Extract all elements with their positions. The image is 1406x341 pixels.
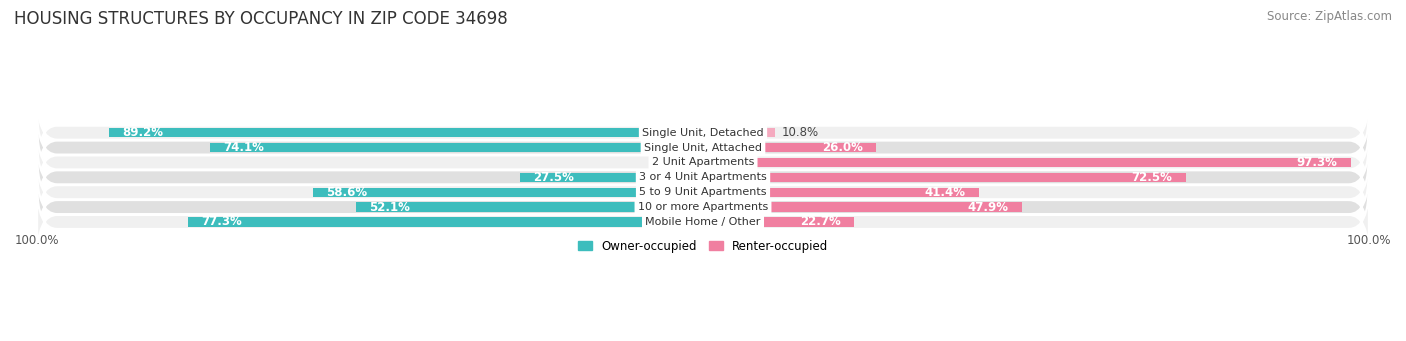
Text: Mobile Home / Other: Mobile Home / Other bbox=[645, 217, 761, 227]
Text: Single Unit, Attached: Single Unit, Attached bbox=[644, 143, 762, 152]
Text: 41.4%: 41.4% bbox=[924, 186, 966, 199]
Bar bbox=[703, 128, 775, 137]
Bar bbox=[314, 188, 703, 197]
Text: 2 Unit Apartments: 2 Unit Apartments bbox=[652, 158, 754, 167]
Text: 97.3%: 97.3% bbox=[1296, 156, 1337, 169]
Text: 5 to 9 Unit Apartments: 5 to 9 Unit Apartments bbox=[640, 187, 766, 197]
Bar bbox=[520, 173, 703, 182]
Bar bbox=[703, 188, 979, 197]
Text: 74.1%: 74.1% bbox=[224, 141, 264, 154]
Legend: Owner-occupied, Renter-occupied: Owner-occupied, Renter-occupied bbox=[578, 240, 828, 253]
Bar bbox=[703, 217, 853, 226]
Bar bbox=[209, 143, 703, 152]
Text: 77.3%: 77.3% bbox=[201, 216, 242, 228]
FancyBboxPatch shape bbox=[37, 125, 1369, 200]
FancyBboxPatch shape bbox=[37, 154, 1369, 230]
Text: 27.5%: 27.5% bbox=[533, 171, 574, 184]
FancyBboxPatch shape bbox=[37, 140, 1369, 215]
Text: 52.1%: 52.1% bbox=[370, 201, 411, 213]
Text: 89.2%: 89.2% bbox=[122, 126, 163, 139]
FancyBboxPatch shape bbox=[37, 95, 1369, 170]
FancyBboxPatch shape bbox=[37, 110, 1369, 185]
Text: 72.5%: 72.5% bbox=[1132, 171, 1173, 184]
Text: 2.8%: 2.8% bbox=[648, 156, 678, 169]
Text: 3 or 4 Unit Apartments: 3 or 4 Unit Apartments bbox=[640, 172, 766, 182]
Text: 10 or more Apartments: 10 or more Apartments bbox=[638, 202, 768, 212]
Text: 26.0%: 26.0% bbox=[823, 141, 863, 154]
Text: 22.7%: 22.7% bbox=[800, 216, 841, 228]
FancyBboxPatch shape bbox=[37, 169, 1369, 245]
Bar bbox=[110, 128, 703, 137]
Bar bbox=[703, 173, 1185, 182]
Text: 58.6%: 58.6% bbox=[326, 186, 367, 199]
Bar bbox=[356, 203, 703, 212]
FancyBboxPatch shape bbox=[37, 184, 1369, 260]
Bar bbox=[685, 158, 703, 167]
Text: Single Unit, Detached: Single Unit, Detached bbox=[643, 128, 763, 138]
Text: HOUSING STRUCTURES BY OCCUPANCY IN ZIP CODE 34698: HOUSING STRUCTURES BY OCCUPANCY IN ZIP C… bbox=[14, 10, 508, 28]
Text: 47.9%: 47.9% bbox=[967, 201, 1008, 213]
Bar bbox=[188, 217, 703, 226]
Bar bbox=[703, 143, 876, 152]
Text: Source: ZipAtlas.com: Source: ZipAtlas.com bbox=[1267, 10, 1392, 23]
Text: 10.8%: 10.8% bbox=[782, 126, 818, 139]
Bar bbox=[703, 158, 1351, 167]
Bar bbox=[703, 203, 1022, 212]
